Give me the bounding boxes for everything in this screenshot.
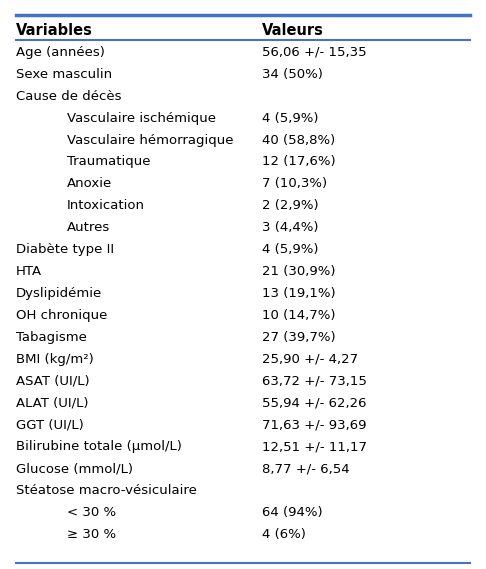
- Text: ≥ 30 %: ≥ 30 %: [67, 528, 116, 541]
- Text: 12,51 +/- 11,17: 12,51 +/- 11,17: [262, 440, 367, 453]
- Text: 8,77 +/- 6,54: 8,77 +/- 6,54: [262, 462, 350, 475]
- Text: 71,63 +/- 93,69: 71,63 +/- 93,69: [262, 418, 367, 431]
- Text: Tabagisme: Tabagisme: [16, 331, 87, 344]
- Text: Traumatique: Traumatique: [67, 155, 150, 168]
- Text: ASAT (UI/L): ASAT (UI/L): [16, 374, 89, 387]
- Text: 4 (5,9%): 4 (5,9%): [262, 243, 319, 256]
- Text: Glucose (mmol/L): Glucose (mmol/L): [16, 462, 133, 475]
- Text: 63,72 +/- 73,15: 63,72 +/- 73,15: [262, 374, 367, 387]
- Text: Vasculaire ischémique: Vasculaire ischémique: [67, 112, 216, 125]
- Text: 4 (6%): 4 (6%): [262, 528, 306, 541]
- Text: Dyslipidémie: Dyslipidémie: [16, 287, 102, 300]
- Text: BMI (kg/m²): BMI (kg/m²): [16, 353, 94, 366]
- Text: Sexe masculin: Sexe masculin: [16, 68, 112, 81]
- Text: Cause de décès: Cause de décès: [16, 90, 122, 102]
- Text: Vasculaire hémorragique: Vasculaire hémorragique: [67, 134, 233, 147]
- Text: 21 (30,9%): 21 (30,9%): [262, 265, 336, 278]
- Text: 56,06 +/- 15,35: 56,06 +/- 15,35: [262, 46, 367, 59]
- Text: Variables: Variables: [16, 23, 93, 38]
- Text: Intoxication: Intoxication: [67, 199, 145, 212]
- Text: 4 (5,9%): 4 (5,9%): [262, 112, 319, 125]
- Text: Stéatose macro-vésiculaire: Stéatose macro-vésiculaire: [16, 484, 197, 497]
- Text: Diabète type II: Diabète type II: [16, 243, 114, 256]
- Text: 12 (17,6%): 12 (17,6%): [262, 155, 336, 168]
- Text: 10 (14,7%): 10 (14,7%): [262, 309, 336, 322]
- Text: ALAT (UI/L): ALAT (UI/L): [16, 397, 88, 410]
- Text: 3 (4,4%): 3 (4,4%): [262, 221, 319, 234]
- Text: 13 (19,1%): 13 (19,1%): [262, 287, 336, 300]
- Text: 2 (2,9%): 2 (2,9%): [262, 199, 319, 212]
- Text: Bilirubine totale (μmol/L): Bilirubine totale (μmol/L): [16, 440, 182, 453]
- Text: Autres: Autres: [67, 221, 110, 234]
- Text: 64 (94%): 64 (94%): [262, 506, 323, 519]
- Text: OH chronique: OH chronique: [16, 309, 107, 322]
- Text: < 30 %: < 30 %: [67, 506, 116, 519]
- Text: Anoxie: Anoxie: [67, 178, 112, 191]
- Text: 55,94 +/- 62,26: 55,94 +/- 62,26: [262, 397, 367, 410]
- Text: 34 (50%): 34 (50%): [262, 68, 323, 81]
- Text: 7 (10,3%): 7 (10,3%): [262, 178, 328, 191]
- Text: HTA: HTA: [16, 265, 42, 278]
- Text: Valeurs: Valeurs: [262, 23, 324, 38]
- Text: GGT (UI/L): GGT (UI/L): [16, 418, 84, 431]
- Text: Age (années): Age (années): [16, 46, 105, 59]
- Text: 25,90 +/- 4,27: 25,90 +/- 4,27: [262, 353, 359, 366]
- Text: 40 (58,8%): 40 (58,8%): [262, 134, 335, 147]
- Text: 27 (39,7%): 27 (39,7%): [262, 331, 336, 344]
